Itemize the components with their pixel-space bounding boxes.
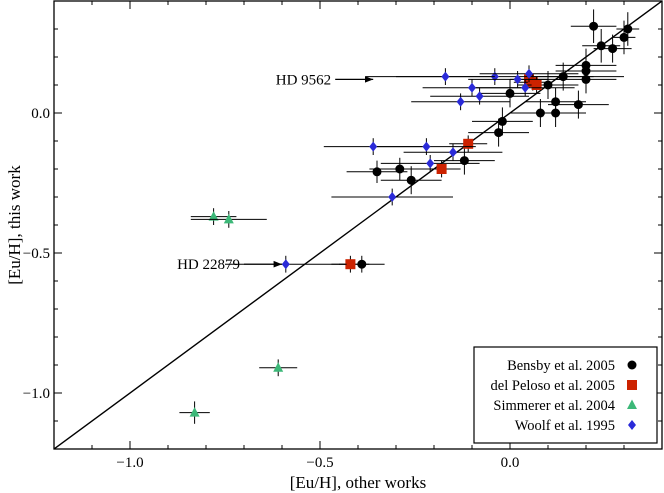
y-tick-label: −1.0 [23, 386, 50, 402]
legend-box [473, 346, 658, 444]
data-point-del [345, 259, 356, 270]
legend-markers [627, 360, 637, 430]
data-points [179, 9, 640, 424]
x-tick-label: −1.0 [116, 455, 143, 471]
annotation-hd9562: HD 9562 [276, 72, 331, 88]
data-point-bensby [505, 88, 515, 98]
data-point-bensby [589, 21, 599, 31]
data-point-bensby [608, 44, 618, 54]
axis-ticks: −1.0 −0.5 0.0 −1.0 −0.5 0.0 [23, 0, 663, 471]
legend: Bensby et al. 2005 del Peloso et al. 200… [473, 346, 658, 444]
legend-label: Bensby et al. 2005 [507, 358, 615, 374]
data-point-bensby [497, 116, 507, 126]
data-point-bensby [551, 108, 561, 118]
data-point-woolf [513, 74, 522, 85]
data-point-simmerer [223, 213, 234, 224]
data-point-bensby [406, 175, 416, 185]
data-point-woolf [521, 82, 530, 93]
data-point-bensby [619, 32, 629, 42]
data-point-simmerer [273, 362, 284, 372]
legend-label: del Peloso et al. 2005 [491, 378, 615, 394]
data-point-bensby [459, 156, 469, 166]
y-tick-label: 0.0 [31, 106, 50, 122]
x-axis-label: [Eu/H], other works [290, 473, 426, 492]
data-point-bensby [494, 128, 504, 138]
data-point-woolf [369, 141, 378, 152]
data-point-woolf [441, 71, 450, 82]
data-point-woolf [281, 259, 290, 270]
legend-marker-del [627, 380, 637, 390]
data-point-woolf [468, 82, 476, 93]
legend-marker-bensby [627, 360, 637, 370]
data-point-del [531, 80, 542, 90]
data-point-simmerer [189, 407, 200, 417]
data-point-bensby [623, 24, 633, 34]
data-point-woolf [388, 192, 397, 202]
y-axis-label: [Eu/H], this work [5, 165, 24, 285]
data-point-bensby [596, 41, 606, 51]
data-point-simmerer [208, 211, 219, 221]
data-point-woolf [525, 68, 533, 79]
data-point-bensby [395, 164, 405, 174]
data-point-bensby [581, 74, 591, 84]
data-point-woolf [426, 158, 435, 169]
legend-label: Woolf et al. 1995 [515, 418, 615, 434]
data-point-woolf [456, 96, 465, 107]
data-point-woolf [449, 147, 457, 158]
data-point-del [463, 138, 474, 149]
data-point-woolf [475, 91, 484, 102]
y-tick-label: −0.5 [23, 246, 50, 262]
legend-label: Simmerer et al. 2004 [493, 398, 615, 414]
data-point-woolf [422, 141, 431, 152]
x-tick-label: −0.5 [306, 455, 333, 471]
data-point-bensby [573, 100, 583, 110]
data-point-bensby [372, 167, 382, 177]
legend-marker-woolf [628, 420, 636, 430]
x-tick-label: 0.0 [501, 455, 520, 471]
annotation-hd22879: HD 22879 [177, 257, 240, 273]
legend-marker-simmerer [627, 399, 637, 409]
data-point-del [436, 164, 447, 174]
